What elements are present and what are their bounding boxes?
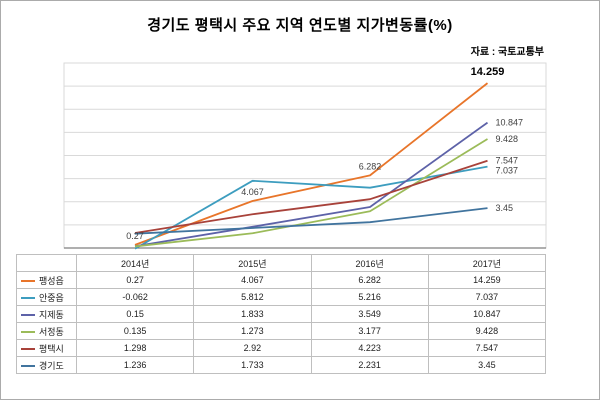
series-name-label: 경기도 bbox=[39, 360, 64, 371]
legend-line-swatch bbox=[21, 365, 35, 368]
year-header-cell: 2015년 bbox=[193, 254, 312, 272]
series-line bbox=[134, 138, 488, 248]
value-cell: 3.177 bbox=[310, 322, 429, 340]
plot-area: 0.27 4.067 6.282 14.259 10.847 9.428 7.547 7.03… bbox=[63, 62, 547, 253]
data-label: 4.067 bbox=[241, 187, 264, 197]
value-cell: 4.067 bbox=[193, 271, 312, 289]
table-row: 경기도 1.236 1.733 2.231 3.45 bbox=[16, 356, 547, 374]
end-data-label: 7.037 bbox=[496, 166, 519, 176]
value-cell: 2.92 bbox=[193, 339, 312, 357]
series-name-label: 서정동 bbox=[39, 326, 64, 337]
value-cell: 5.812 bbox=[193, 288, 312, 306]
year-header-cell: 2014년 bbox=[75, 254, 195, 272]
end-data-label: 10.847 bbox=[496, 118, 524, 128]
table-row: 평택시 1.298 2.92 4.223 7.547 bbox=[16, 339, 547, 357]
data-label: 14.259 bbox=[471, 66, 505, 78]
value-cell: 0.135 bbox=[75, 322, 195, 340]
value-cell: 4.223 bbox=[310, 339, 429, 357]
year-header-cell: 2016년 bbox=[310, 254, 429, 272]
data-label: 6.282 bbox=[359, 161, 382, 171]
end-data-label: 3.45 bbox=[496, 203, 514, 213]
table-corner-cell bbox=[16, 254, 77, 272]
value-cell: 7.547 bbox=[427, 339, 547, 357]
series-name-cell: 팽성읍 bbox=[16, 271, 77, 289]
value-cell: 0.15 bbox=[75, 305, 195, 323]
year-header-cell: 2017년 bbox=[427, 254, 547, 272]
legend-line-swatch bbox=[21, 280, 35, 283]
legend-line-swatch bbox=[21, 348, 35, 351]
value-cell: 3.45 bbox=[427, 356, 547, 374]
value-cell: 14.259 bbox=[427, 271, 547, 289]
value-cell: 1.236 bbox=[75, 356, 195, 374]
table-row: 팽성읍 0.27 4.067 6.282 14.259 bbox=[16, 271, 547, 289]
data-label: 0.27 bbox=[126, 231, 144, 241]
series-line bbox=[134, 121, 489, 248]
series-name-cell: 평택시 bbox=[16, 339, 77, 357]
value-cell: 0.27 bbox=[75, 271, 195, 289]
series-name-label: 안중읍 bbox=[39, 292, 64, 303]
value-cell: 6.282 bbox=[310, 271, 429, 289]
value-cell: 1.273 bbox=[193, 322, 312, 340]
series-name-label: 평택시 bbox=[39, 343, 64, 354]
legend-line-swatch bbox=[21, 297, 35, 300]
series-name-label: 지제동 bbox=[39, 309, 64, 320]
series-name-cell: 지제동 bbox=[16, 305, 77, 323]
series-name-cell: 경기도 bbox=[16, 356, 77, 374]
value-cell: 7.037 bbox=[427, 288, 547, 306]
source-label: 자료 : 국토교통부 bbox=[470, 47, 544, 58]
series-line bbox=[134, 207, 488, 235]
table-header-row: 2014년 2015년 2016년 2017년 bbox=[16, 254, 547, 272]
value-cell: 3.549 bbox=[310, 305, 429, 323]
value-cell: 9.428 bbox=[427, 322, 547, 340]
value-cell: 1.733 bbox=[193, 356, 312, 374]
series-name-cell: 서정동 bbox=[16, 322, 77, 340]
series-name-label: 팽성읍 bbox=[39, 275, 64, 286]
end-data-label: 9.428 bbox=[496, 134, 519, 144]
series-line bbox=[134, 159, 488, 234]
series-line bbox=[134, 82, 489, 246]
series-name-cell: 안중읍 bbox=[16, 288, 77, 306]
series-line bbox=[134, 165, 488, 250]
value-cell: 1.298 bbox=[75, 339, 195, 357]
value-cell: 2.231 bbox=[310, 356, 429, 374]
table-row: 안중읍 -0.062 5.812 5.216 7.037 bbox=[16, 288, 547, 306]
table-row: 지제동 0.15 1.833 3.549 10.847 bbox=[16, 305, 547, 323]
value-cell: 1.833 bbox=[193, 305, 312, 323]
end-data-label: 7.547 bbox=[496, 156, 519, 166]
table-row: 서정동 0.135 1.273 3.177 9.428 bbox=[16, 322, 547, 340]
value-cell: -0.062 bbox=[75, 288, 195, 306]
legend-line-swatch bbox=[21, 314, 35, 317]
value-cell: 10.847 bbox=[427, 305, 547, 323]
line-chart: 0.27 4.067 6.282 14.259 10.847 9.428 7.5477.03… bbox=[63, 62, 547, 250]
legend-line-swatch bbox=[21, 331, 35, 334]
value-cell: 5.216 bbox=[310, 288, 429, 306]
chart-title: 경기도 평택시 주요 지역 연도별 지가변동률(%) bbox=[147, 17, 453, 34]
